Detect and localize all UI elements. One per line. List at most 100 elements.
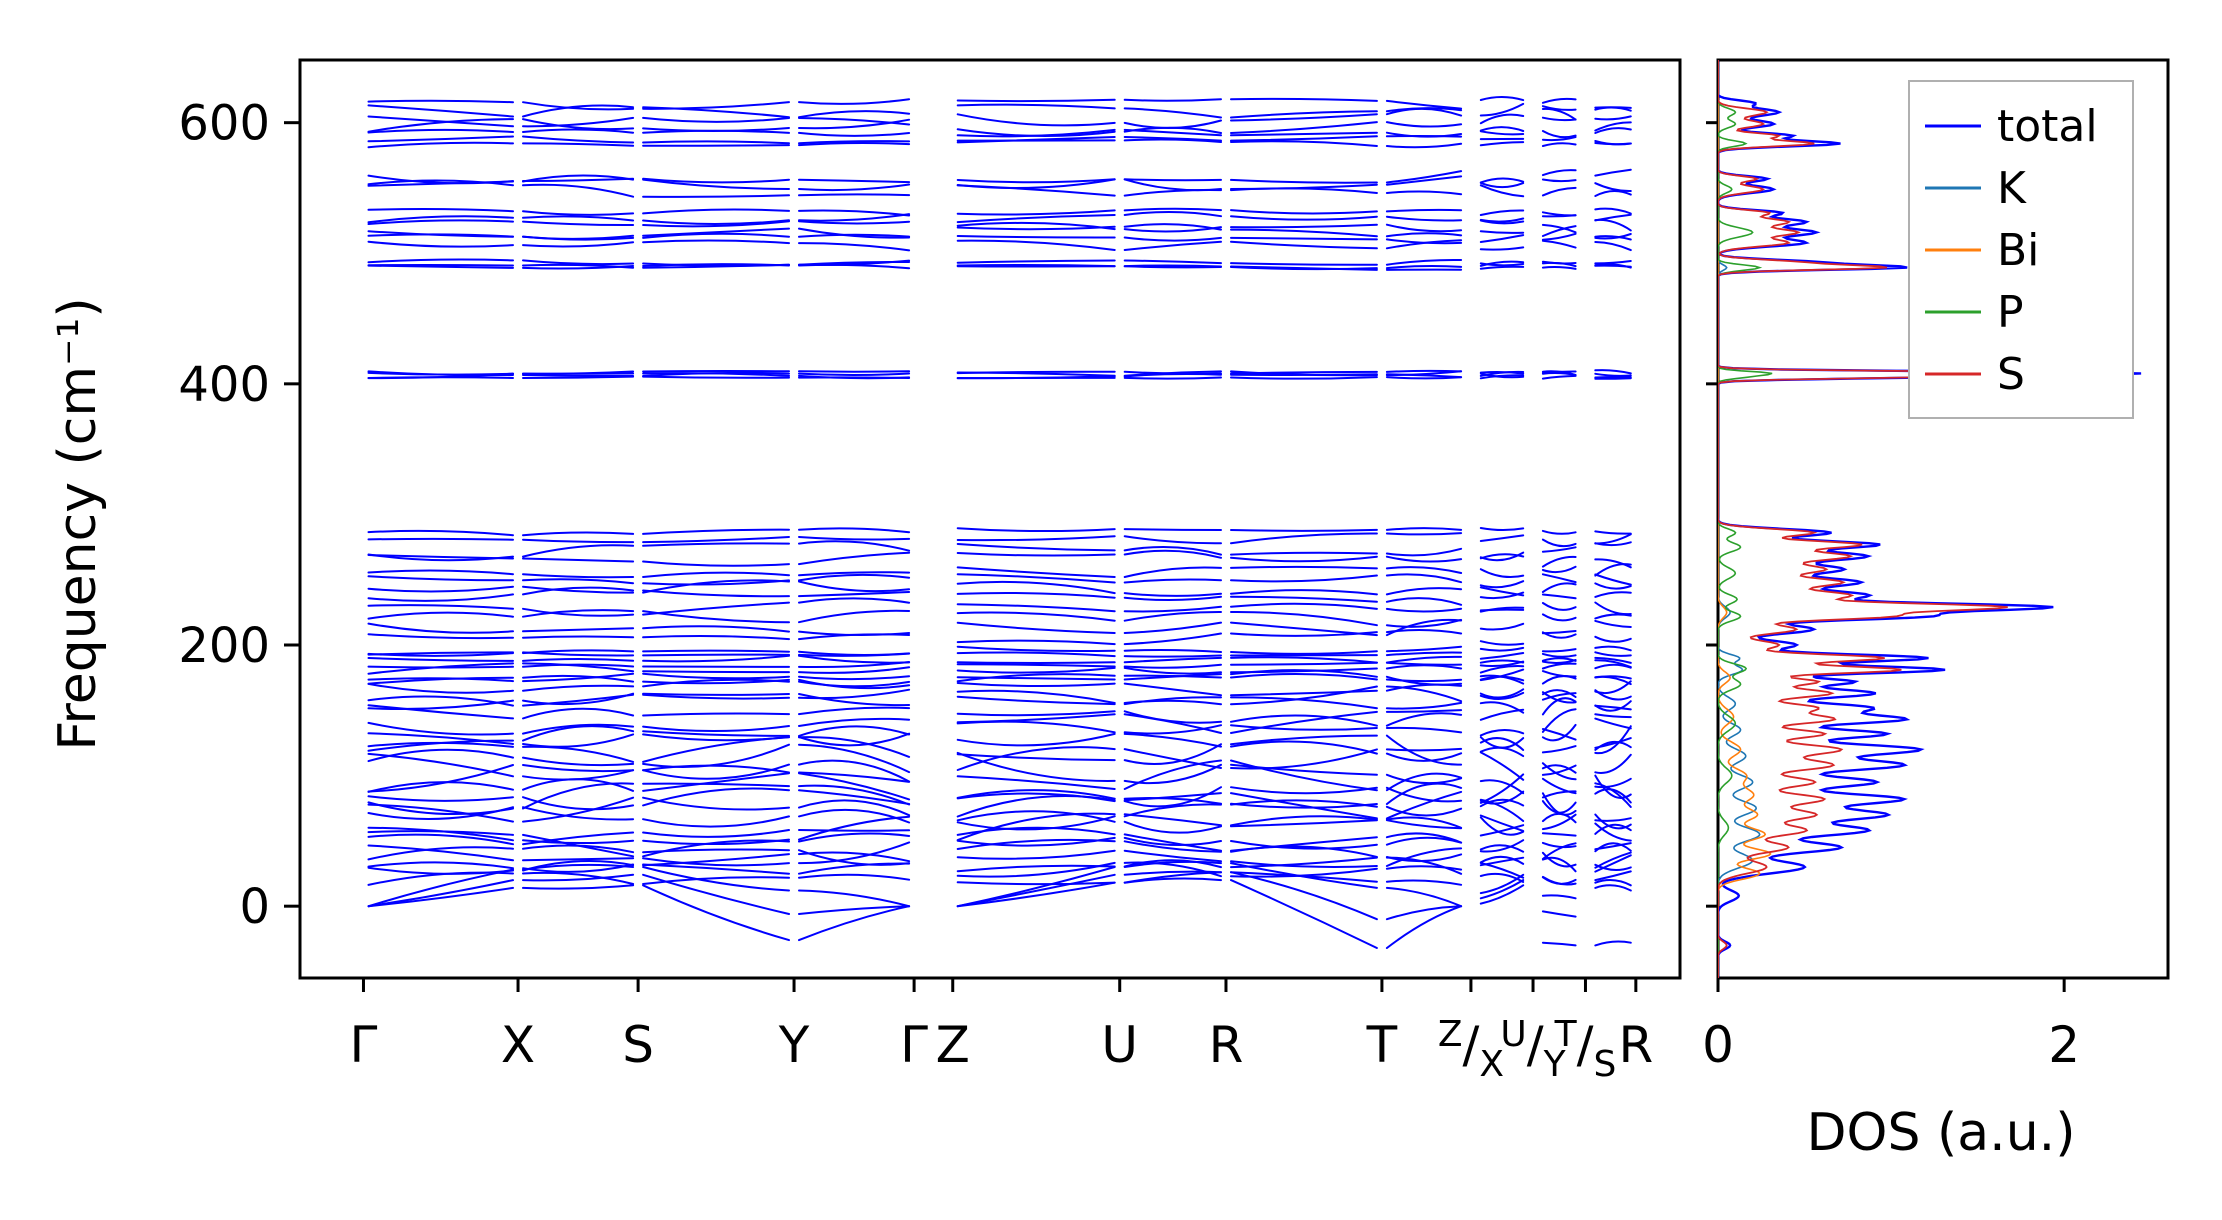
band-segment: [522, 578, 635, 585]
band-segment: [1385, 532, 1463, 536]
band-segment: [1123, 592, 1222, 597]
legend-label-P: P: [1997, 287, 2024, 338]
band-segment: [1541, 691, 1577, 704]
band-segment: [1123, 792, 1222, 802]
band-segment: [798, 571, 911, 577]
band-segment: [1541, 856, 1577, 873]
band-segment: [1479, 659, 1525, 664]
band-segment: [522, 756, 635, 767]
kpath-label: T/S: [1554, 1014, 1617, 1085]
band-segment: [798, 905, 911, 942]
band-segment: [1385, 142, 1463, 149]
band-segment: [1123, 236, 1222, 242]
band-segment: [1541, 582, 1577, 593]
dos-series-Bi: [1718, 60, 1772, 978]
band-segment: [1230, 763, 1378, 776]
band-segment: [1594, 591, 1632, 598]
band-segment: [798, 259, 911, 266]
band-segment: [1479, 184, 1525, 198]
band-segment: [798, 609, 911, 624]
kpath-label: Y: [778, 1016, 810, 1074]
band-segment: [1230, 867, 1378, 878]
band-segment: [367, 748, 514, 763]
band-segment: [956, 639, 1116, 646]
y-tick-label: 200: [178, 618, 270, 674]
band-segment: [1594, 822, 1632, 842]
band-segment: [1230, 589, 1378, 596]
band-segment: [1385, 555, 1463, 563]
band-segment: [1230, 656, 1378, 664]
band-segment: [1385, 618, 1463, 637]
band-segment: [522, 707, 635, 720]
band-segment: [1594, 260, 1632, 265]
band-segment: [798, 815, 911, 841]
band-segment: [367, 622, 514, 634]
band-segment: [1123, 836, 1222, 847]
band-segment: [1123, 803, 1222, 818]
band-segment: [798, 110, 911, 119]
band-segment: [522, 871, 635, 885]
band-segment: [956, 836, 1116, 847]
band-segment: [1594, 241, 1632, 252]
band-segment: [1123, 207, 1222, 212]
band-segment: [522, 649, 635, 655]
band-segment: [798, 591, 911, 598]
band-segment: [1385, 645, 1463, 653]
band-segment: [1594, 613, 1632, 620]
band-segment: [1479, 591, 1525, 600]
band-segment: [642, 649, 790, 653]
band-segment: [798, 551, 911, 566]
band-segment: [1385, 879, 1463, 886]
band-segment: [1385, 587, 1463, 596]
band-segment: [522, 374, 635, 378]
band-segment: [956, 645, 1116, 653]
band-segment: [798, 829, 911, 832]
band-segment: [642, 853, 790, 867]
band-segment: [642, 579, 790, 586]
band-segment: [1385, 805, 1463, 817]
band-segment: [798, 688, 911, 700]
band-segment: [1230, 819, 1378, 828]
band-segment: [367, 844, 514, 862]
band-segment: [798, 784, 911, 806]
band-segment: [367, 795, 514, 802]
band-segment: [1541, 689, 1577, 698]
y-tick-label: 400: [178, 357, 270, 413]
band-segment: [1594, 940, 1632, 947]
band-segment: [367, 846, 514, 861]
band-segment: [1479, 586, 1525, 597]
band-segment: [642, 787, 790, 807]
band-segment: [642, 678, 790, 685]
band-segment: [956, 103, 1116, 110]
band-segment: [1541, 538, 1577, 548]
band-segment: [1123, 138, 1222, 143]
band-segment: [1594, 127, 1632, 134]
band-segment: [956, 663, 1116, 668]
band-segment: [642, 542, 790, 547]
band-segment: [798, 654, 911, 664]
band-segment: [1123, 605, 1222, 613]
band-segment: [798, 140, 911, 145]
band-segment: [1594, 106, 1632, 109]
band-segment: [798, 678, 911, 690]
band-segment: [522, 101, 635, 111]
band-segment: [1123, 813, 1222, 827]
band-segment: [1123, 178, 1222, 192]
band-segment: [798, 666, 911, 674]
band-segment: [1594, 725, 1632, 755]
band-segment: [798, 117, 911, 126]
band-segment: [522, 769, 635, 781]
band-segment: [1230, 879, 1378, 949]
band-segment: [367, 826, 514, 842]
band-segment: [1385, 369, 1463, 373]
band-segment: [1123, 743, 1222, 765]
band-segment: [1123, 578, 1222, 584]
band-segment: [1230, 223, 1378, 229]
band-segment: [642, 144, 790, 147]
band-segment: [1123, 710, 1222, 724]
band-segment: [1594, 377, 1632, 380]
band-segment: [1123, 107, 1222, 119]
band-segment: [642, 262, 790, 267]
band-segment: [642, 876, 790, 885]
